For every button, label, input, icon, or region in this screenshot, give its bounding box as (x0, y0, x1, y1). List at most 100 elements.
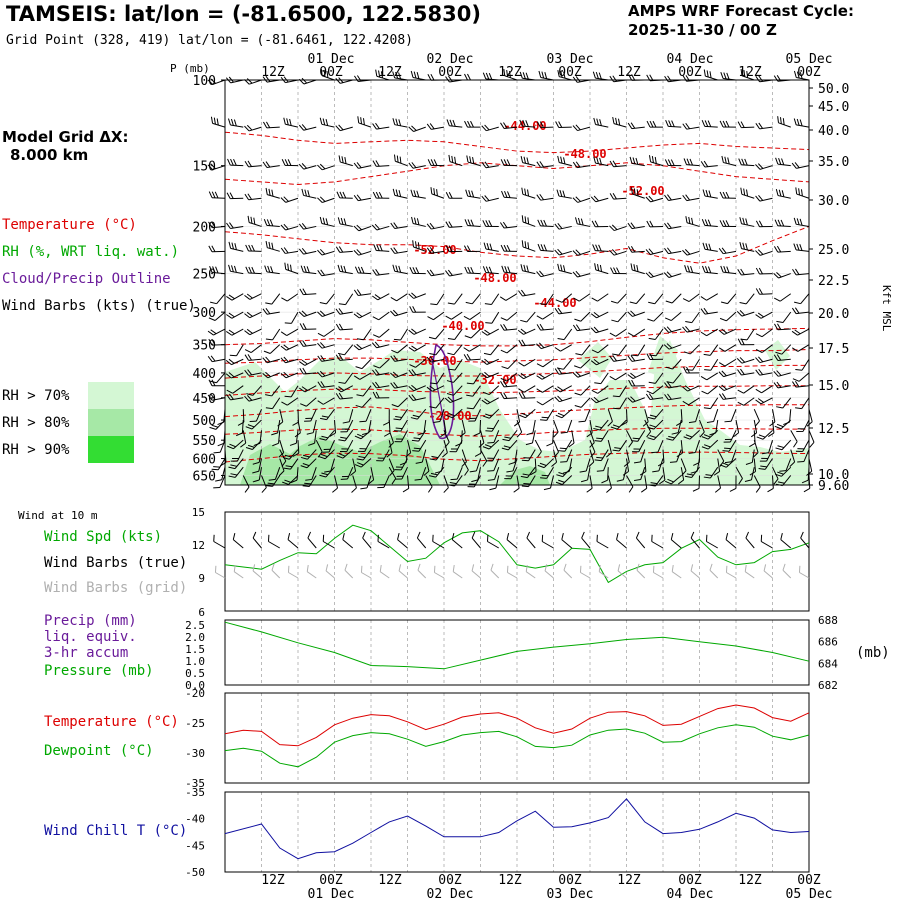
upper-wind-barb-13-29-flag-0 (737, 389, 744, 394)
upper-wind-barb-7-19-shaft (561, 293, 573, 303)
sfc-wind-barb-3-flag-0 (267, 534, 270, 542)
upper-wind-barb-18-13-shaft (455, 439, 463, 452)
upper-wind-barb-20-10-shaft (400, 458, 408, 471)
upper-wind-barb-11-2-shaft (248, 358, 262, 361)
upper-wind-barb-3-11-shaft (412, 195, 426, 199)
grid-wind-barb-20 (579, 565, 591, 579)
upper-wind-barb-9-21 (590, 326, 609, 334)
upper-wind-barb-2-32-shaft (796, 165, 810, 169)
upper-wind-barb-22-12-flag-0 (443, 487, 449, 493)
upper-wind-barb-22-30-flag-0 (767, 488, 774, 493)
upper-wind-barb-0-3-flag-1 (265, 75, 271, 82)
upper-wind-barb-15-17-flag-1 (521, 412, 528, 417)
upper-wind-barb-2-10-flag-1 (396, 155, 399, 163)
sfc-wind-barb-20-shaft (581, 537, 591, 549)
upper-wind-barb-15-3-shaft (279, 409, 284, 422)
upper-wind-barb-7-28-flag-0 (720, 301, 728, 305)
upper-wind-barb-13-21 (591, 385, 609, 394)
upper-wind-barb-3-31-flag-2 (781, 190, 785, 197)
grid-wind-barb-30-shaft (763, 570, 773, 579)
upper-wind-barb-16-29-shaft (753, 419, 758, 433)
upper-wind-barb-6-0-flag-2 (215, 266, 219, 274)
rh90-swatch (88, 436, 134, 463)
upper-wind-barb-5-6-flag-0 (317, 249, 323, 256)
upper-wind-barb-5-29-flag-2 (745, 243, 748, 250)
upper-wind-barb-2-30-shaft (759, 165, 773, 170)
upper-wind-barb-6-18-shaft (540, 273, 554, 278)
upper-wind-barb-6-1-flag-0 (228, 264, 231, 272)
upper-wind-barb-15-31-shaft (789, 409, 792, 423)
upper-wind-barb-0-18-flag-0 (538, 70, 542, 78)
grid-wind-barb-2 (252, 564, 262, 579)
upper-wind-barb-15-17-shaft (525, 408, 536, 419)
upper-wind-barb-14-12-shaft (435, 397, 445, 409)
upper-wind-barb-7-25 (665, 293, 682, 304)
upper-wind-barb-1-17-flag-1 (522, 119, 526, 127)
upper-wind-barb-7-23 (629, 293, 646, 305)
upper-wind-barb-1-2-flag-1 (246, 124, 253, 131)
upper-wind-barb-18-31 (775, 439, 792, 451)
sfc-wind-barb-10 (397, 533, 408, 549)
upper-wind-barb-15-14-flag-1 (469, 417, 477, 419)
temperature-contour-label-1: -48.00 (563, 147, 606, 161)
upper-wind-barb-5-9-shaft (376, 250, 390, 252)
upper-wind-barb-10-22-flag-0 (612, 353, 619, 356)
upper-wind-barb-17-28-flag-1 (724, 438, 732, 440)
upper-wind-barb-22-21 (606, 475, 612, 493)
upper-wind-barb-13-10-flag-1 (393, 381, 399, 388)
upper-wind-barb-1-7-shaft (340, 126, 353, 132)
upper-wind-barb-9-28-flag-0 (718, 329, 725, 335)
upper-wind-barb-5-28-flag-1 (721, 247, 727, 254)
upper-wind-barb-8-11 (409, 306, 426, 313)
upper-wind-barb-4-8-flag-0 (353, 225, 360, 232)
precip-tick-label-2: 1.0 (185, 655, 205, 668)
upper-wind-barb-10-11-flag-0 (408, 347, 415, 352)
upper-wind-barb-21-9 (388, 466, 397, 485)
upper-wind-barb-8-3-shaft (266, 311, 280, 315)
upper-wind-barb-9-1-flag-1 (228, 329, 235, 335)
upper-wind-barb-2-23 (629, 156, 645, 167)
upper-wind-barb-5-15-flag-1 (486, 242, 490, 250)
upper-wind-barb-13-24-flag-0 (646, 390, 654, 395)
upper-wind-barb-14-4-shaft (287, 397, 299, 406)
upper-wind-barb-10-5 (299, 340, 317, 347)
upper-wind-barb-5-17-shaft (522, 246, 536, 252)
upper-wind-barb-2-3-flag-1 (265, 161, 271, 168)
upper-wind-barb-14-13-flag-0 (444, 397, 451, 403)
upper-wind-barb-1-29-flag-0 (737, 121, 742, 128)
upper-wind-barb-0-9-flag-1 (378, 70, 381, 78)
sfc-wind-barb-31 (780, 533, 792, 549)
upper-wind-barb-2-12-flag-1 (430, 159, 435, 166)
upper-wind-barb-16-2-flag-1 (247, 424, 255, 428)
upper-wind-barb-2-11-flag-1 (411, 162, 417, 168)
sfc-wind-barb-28 (725, 533, 737, 549)
upper-wind-barb-7-21-shaft (597, 293, 609, 302)
upper-wind-barb-21-28-flag-0 (738, 478, 743, 485)
upper-wind-barb-1-16-flag-0 (500, 122, 505, 129)
upper-wind-barb-9-25 (663, 326, 682, 333)
upper-wind-barb-18-27-flag-0 (701, 446, 709, 450)
upper-wind-barb-13-16-flag-0 (500, 380, 505, 388)
upper-wind-barb-6-27-flag-1 (704, 266, 709, 273)
upper-wind-barb-9-8 (356, 328, 372, 341)
upper-wind-barb-8-30-flag-0 (755, 314, 762, 319)
upper-wind-barb-7-24-flag-0 (648, 301, 655, 305)
upper-wind-barb-12-22 (609, 372, 627, 381)
upper-wind-barb-12-30-shaft (759, 372, 773, 376)
upper-wind-barb-1-7 (335, 124, 353, 132)
upper-wind-barb-17-22 (626, 430, 633, 448)
upper-wind-barb-11-22-flag-1 (612, 355, 618, 362)
upper-wind-barb-1-27-flag-0 (701, 120, 706, 127)
grid-wind-barb-17-shaft (525, 571, 536, 579)
upper-wind-barb-19-3-shaft (279, 449, 287, 462)
upper-wind-barb-19-25 (669, 449, 682, 463)
upper-wind-barb-15-10-shaft (399, 408, 408, 421)
upper-wind-barb-19-14-flag-0 (482, 460, 488, 467)
upper-wind-barb-2-22-flag-0 (609, 160, 614, 168)
upper-wind-barb-1-16-flag-1 (503, 122, 508, 129)
upper-wind-barb-10-1-flag-0 (229, 354, 237, 357)
upper-wind-barb-19-20 (588, 449, 595, 467)
upper-wind-barb-19-12-shaft (435, 449, 445, 461)
upper-wind-barb-8-21-flag-0 (590, 313, 597, 319)
upper-wind-barb-19-25-shaft (676, 449, 682, 462)
